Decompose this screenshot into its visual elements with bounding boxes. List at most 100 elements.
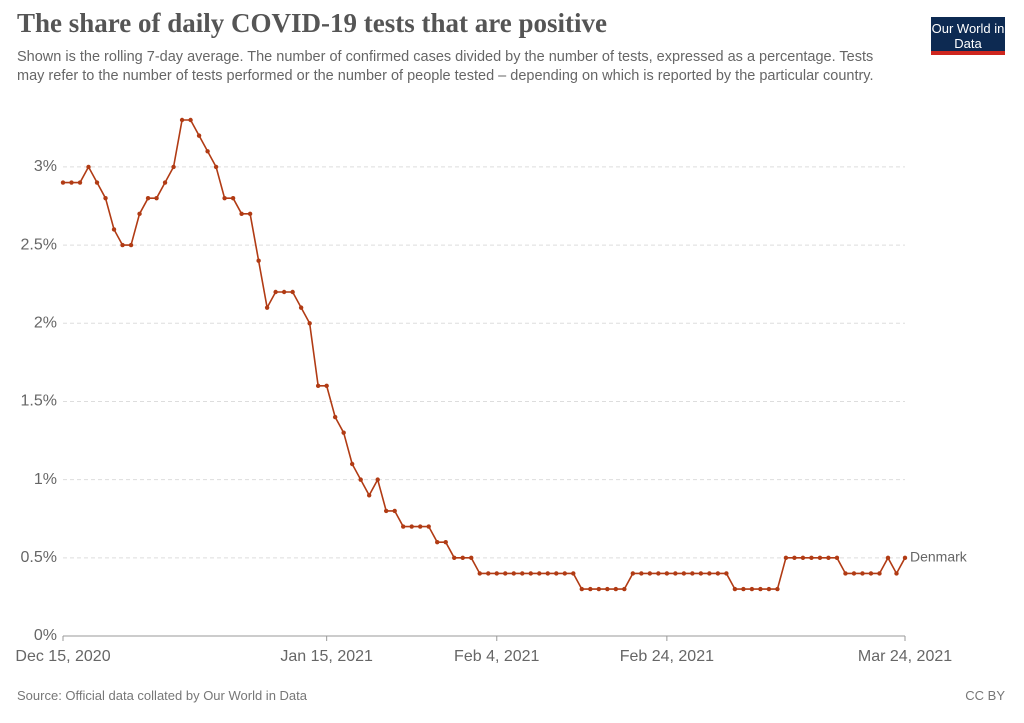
data-point — [239, 211, 244, 217]
data-point — [247, 211, 253, 217]
data-point — [290, 289, 295, 295]
data-point — [673, 571, 678, 576]
data-point — [452, 555, 457, 561]
data-point — [392, 508, 397, 514]
data-point — [298, 305, 304, 310]
data-point — [817, 555, 823, 561]
data-point — [809, 555, 814, 561]
data-point — [435, 539, 440, 545]
data-point — [358, 477, 363, 482]
data-point — [622, 586, 627, 592]
data-point — [894, 571, 899, 576]
data-point — [698, 571, 704, 576]
data-point — [613, 586, 619, 592]
y-tick-label: 2.5% — [21, 236, 57, 253]
data-point — [443, 539, 448, 545]
data-point — [171, 164, 176, 170]
data-point — [690, 571, 695, 576]
data-point — [477, 571, 482, 576]
x-tick-label: Feb 24, 2021 — [620, 648, 714, 665]
data-point — [120, 242, 125, 248]
data-point — [307, 321, 312, 326]
data-point — [469, 555, 474, 561]
x-tick-label: Dec 15, 2020 — [15, 648, 110, 665]
source-note: Source: Official data collated by Our Wo… — [17, 688, 307, 703]
data-point — [188, 117, 193, 123]
data-point — [800, 555, 806, 561]
data-point — [681, 571, 687, 576]
data-point — [741, 586, 746, 592]
series-line — [63, 119, 906, 590]
data-point — [213, 164, 219, 170]
data-point — [418, 524, 423, 529]
data-point — [154, 195, 159, 201]
data-point — [664, 571, 670, 576]
data-point — [503, 571, 508, 576]
data-point — [196, 133, 202, 138]
data-point — [222, 195, 227, 201]
data-point — [94, 180, 100, 185]
data-point — [749, 586, 755, 592]
data-point — [843, 571, 848, 576]
data-point — [375, 477, 380, 482]
data-point — [758, 586, 763, 592]
y-tick-label: 1% — [34, 471, 57, 488]
data-point — [732, 586, 738, 592]
data-point — [281, 289, 287, 295]
data-point — [775, 586, 780, 592]
license[interactable]: CC BY — [965, 688, 1005, 703]
data-point — [834, 555, 840, 561]
y-tick-label: 0% — [34, 627, 57, 644]
data-point — [605, 586, 610, 592]
data-point — [571, 571, 576, 576]
data-point — [520, 571, 525, 576]
data-point — [111, 227, 117, 232]
data-point — [656, 571, 661, 576]
data-point — [494, 571, 499, 576]
data-point — [69, 180, 74, 185]
data-point — [902, 555, 908, 561]
data-point — [715, 571, 721, 576]
x-tick-label: Mar 24, 2021 — [858, 648, 952, 665]
data-point — [826, 555, 831, 561]
x-tick-label: Jan 15, 2021 — [280, 648, 373, 665]
logo[interactable]: Our World in Data — [931, 17, 1005, 55]
data-point — [579, 586, 585, 592]
data-point — [647, 571, 653, 576]
data-point — [145, 195, 151, 201]
chart-title: The share of daily COVID-19 tests that a… — [17, 8, 607, 38]
data-point — [554, 571, 559, 576]
data-point — [426, 524, 431, 529]
data-point — [256, 258, 261, 263]
data-point — [639, 571, 644, 576]
data-point — [860, 571, 865, 576]
data-point — [179, 117, 185, 123]
data-point — [528, 571, 533, 576]
data-point — [205, 149, 210, 154]
data-point — [86, 164, 91, 170]
y-tick-label: 1.5% — [21, 393, 57, 410]
data-point — [792, 555, 797, 561]
y-tick-label: 2% — [34, 314, 57, 331]
data-point — [766, 586, 772, 592]
data-point — [783, 555, 789, 561]
data-point — [366, 493, 372, 498]
data-point — [630, 571, 636, 576]
data-point — [885, 555, 891, 561]
data-point — [128, 242, 134, 248]
data-point — [877, 571, 882, 576]
data-point — [409, 524, 414, 529]
y-tick-label: 3% — [34, 158, 57, 175]
data-point — [724, 571, 729, 576]
data-point — [851, 571, 857, 576]
data-point — [315, 383, 321, 389]
data-point — [137, 211, 142, 217]
data-point — [162, 180, 168, 185]
data-point — [77, 180, 83, 185]
data-point — [273, 289, 278, 295]
data-point — [511, 571, 516, 576]
data-point — [562, 571, 567, 576]
data-point — [707, 571, 712, 576]
data-point — [230, 195, 236, 201]
